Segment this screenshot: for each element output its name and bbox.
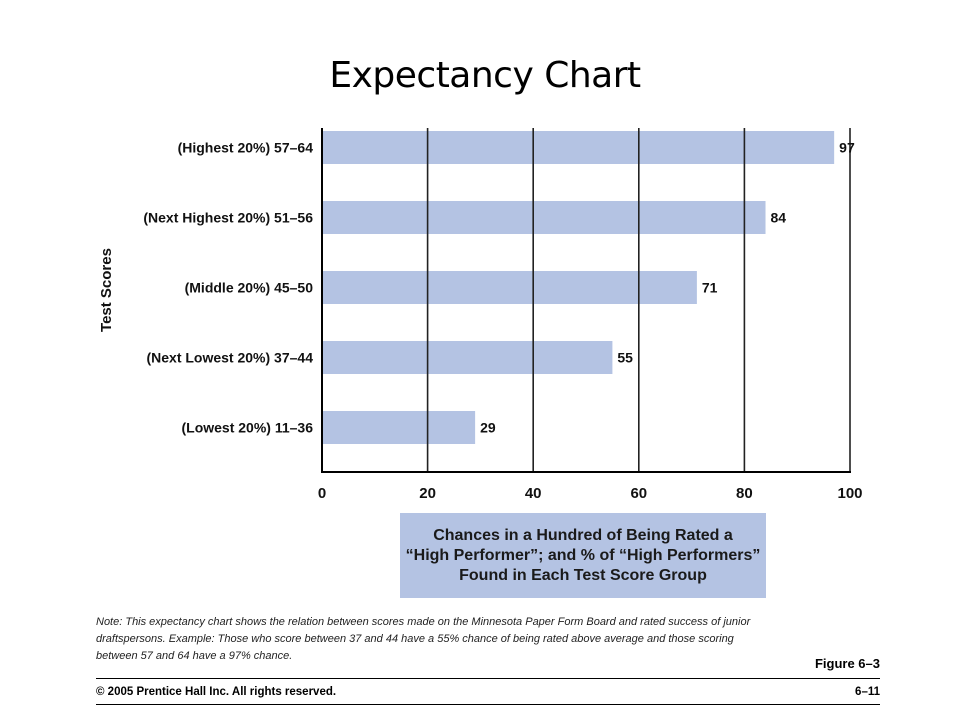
bar [322, 201, 766, 234]
data-label: 84 [771, 210, 787, 226]
bar [322, 411, 476, 444]
category-label: (Next Highest 20%) 51–56 [143, 210, 313, 226]
footer-rule-bottom [96, 704, 880, 705]
x-axis-label: Chances in a Hundred of Being Rated a “H… [405, 526, 761, 584]
x-tick-label: 60 [630, 485, 647, 502]
category-label: (Highest 20%) 57–64 [178, 140, 314, 156]
chart-note: Note: This expectancy chart shows the re… [96, 616, 751, 662]
x-tick-label: 80 [736, 485, 753, 502]
category-label: (Lowest 20%) 11–36 [181, 420, 313, 436]
copyright-text: © 2005 Prentice Hall Inc. All rights res… [96, 686, 337, 698]
page-number: 6–11 [855, 686, 880, 698]
data-label: 55 [617, 350, 633, 366]
category-label: (Middle 20%) 45–50 [185, 280, 314, 296]
footer-rule-top [96, 678, 880, 679]
bar [322, 271, 697, 304]
x-tick-label: 20 [419, 485, 436, 502]
x-axis-caption-box: Chances in a Hundred of Being Rated a “H… [400, 513, 766, 598]
bar [322, 341, 613, 374]
data-label: 29 [480, 420, 496, 436]
x-tick-label: 0 [318, 485, 326, 502]
x-tick-label: 40 [525, 485, 542, 502]
figure-label: Figure 6–3 [814, 656, 880, 671]
y-axis-label: Test Scores [98, 248, 115, 332]
category-label: (Next Lowest 20%) 37–44 [146, 350, 313, 366]
slide-title: Expectancy Chart [329, 55, 641, 96]
bar [322, 131, 835, 164]
data-label: 71 [702, 280, 718, 296]
x-tick-label: 100 [837, 485, 862, 502]
data-label: 97 [839, 140, 855, 156]
